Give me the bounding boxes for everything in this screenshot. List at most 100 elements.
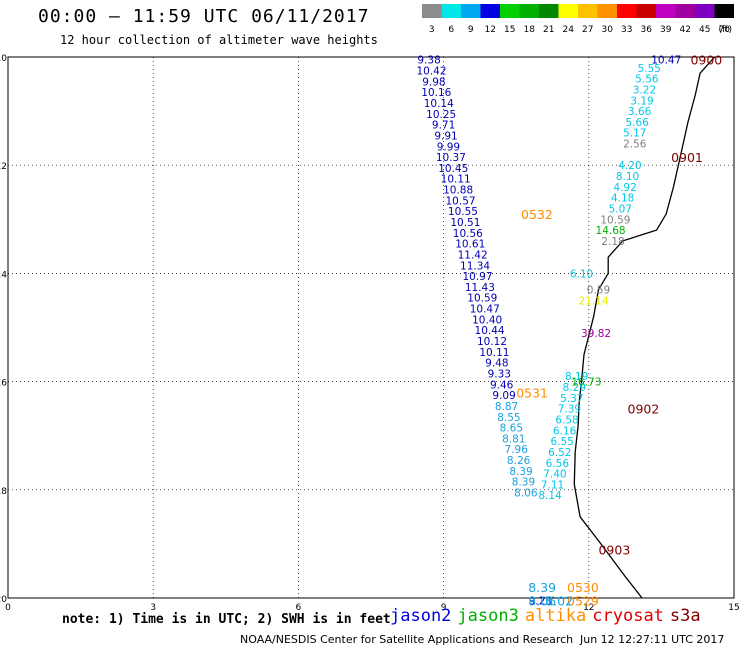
wave-height-label: 8.39 (512, 477, 535, 489)
wave-height-label: 3.19 (630, 95, 653, 107)
color-swatch (480, 4, 500, 18)
wave-height-label: 8.06 (514, 488, 538, 500)
map-frame (7, 56, 735, 599)
wave-height-label: 10.45 (438, 163, 468, 175)
wave-height-label: 10.59 (467, 293, 497, 305)
wave-height-label: 8.65 (500, 423, 523, 435)
color-scale-label: 30 (602, 25, 614, 35)
wave-height-label: 9.91 (434, 130, 457, 142)
wave-height-label: 10.12 (477, 336, 507, 348)
wave-height-label: 9.46 (490, 379, 514, 391)
pass-time-label: 0529 (567, 594, 599, 609)
color-scale-bar: 3 6 9 12 15 18 21 24 27 30 33 36 39 42 45 70(ft) (422, 4, 734, 35)
color-swatch (519, 4, 539, 18)
wave-height-label: 6.55 (550, 436, 573, 448)
color-scale-label: 42 (680, 25, 691, 35)
wave-height-label: 10.56 (453, 228, 483, 240)
wave-height-label: 6.16 (553, 425, 577, 437)
pass-time-label: 8.02 (545, 594, 573, 609)
wave-height-label: 10.16 (421, 87, 451, 99)
lat-tick-label: -14 (0, 270, 7, 280)
wave-height-label: 16.73 (571, 377, 601, 389)
pass-time-label: 0530 (567, 580, 599, 595)
lat-tick-label: -18 (0, 487, 7, 497)
wave-height-label: 9.71 (432, 120, 455, 132)
wave-height-label: 10.47 (470, 304, 500, 316)
wave-height-label: 3.22 (633, 84, 656, 96)
legend-item-cryosat: cryosat (592, 606, 664, 626)
color-swatch (578, 4, 598, 18)
wave-height-label: 9.09 (492, 390, 515, 402)
color-scale-label: 36 (641, 25, 653, 35)
wave-height-label: 6.58 (555, 414, 578, 426)
legend-item-altika: altika (524, 606, 587, 626)
footer-note: note: 1) Time is in UTC; 2) SWH is in fe… (62, 612, 391, 627)
color-swatch (675, 4, 695, 18)
wave-height-label: 8.39 (509, 466, 532, 478)
wave-height-label: 10.55 (448, 206, 478, 218)
color-swatch (422, 4, 442, 18)
pass-time-label: 0900 (690, 53, 722, 68)
color-swatch (441, 4, 461, 18)
color-scale-label: 12 (485, 25, 496, 35)
lat-tick-label: -10 (0, 54, 7, 64)
color-scale-label: 18 (524, 25, 536, 35)
lon-tick-label: 3 (150, 603, 156, 613)
wave-height-label: 11.42 (458, 249, 488, 261)
wave-height-label: 10.37 (436, 152, 466, 164)
legend-item-s3a: s3a (669, 606, 701, 626)
wave-height-label: 3.66 (628, 106, 652, 118)
wave-height-label: 10.11 (479, 347, 509, 359)
wave-height-label: 39.82 (581, 328, 611, 340)
page-title: 00:00 – 11:59 UTC 06/11/2017 (38, 6, 370, 27)
wave-height-label: 6.56 (546, 458, 570, 470)
wave-height-label: 8.19 (565, 371, 588, 383)
lat-tick-label: -12 (0, 162, 7, 172)
color-swatch (597, 4, 617, 18)
wave-height-label: 14.68 (596, 225, 626, 237)
color-scale-label: 39 (660, 25, 672, 35)
coastline (573, 56, 716, 599)
wave-height-label: 10.88 (443, 185, 473, 197)
wave-height-label: 8.14 (538, 490, 562, 502)
wave-height-label: 4.18 (611, 193, 634, 205)
wave-height-label: 5.56 (635, 74, 659, 86)
wave-height-label: 5.17 (623, 128, 646, 140)
color-scale-label: 21 (543, 25, 554, 35)
color-scale-label: 70 (719, 25, 731, 35)
pass-time-label: 0901 (671, 150, 703, 165)
wave-height-label: 21.14 (579, 295, 609, 307)
wave-height-label: 5.07 (609, 203, 632, 215)
satellite-legend: jason2 jason3 altika cryosat s3a (390, 606, 707, 626)
wave-height-label: 8.26 (507, 455, 531, 467)
lon-tick-label: 0 (5, 603, 11, 613)
color-swatch (695, 4, 715, 18)
wave-height-label: 8.10 (616, 171, 639, 183)
wave-height-label: 10.25 (426, 109, 456, 121)
wave-height-label: 0.59 (587, 285, 610, 297)
wave-height-label: 8.87 (495, 401, 518, 413)
lat-tick-label: -16 (0, 379, 7, 389)
wave-height-label: 6.52 (548, 447, 571, 459)
lon-tick-label: 15 (728, 603, 739, 613)
color-swatch (656, 4, 676, 18)
wave-height-label: 8.29 (563, 382, 586, 394)
wave-height-label: 9.48 (485, 358, 508, 370)
color-scale-label: 6 (448, 25, 454, 35)
color-swatch (500, 4, 520, 18)
lon-tick-label: 12 (583, 603, 594, 613)
wave-height-label: 10.14 (424, 98, 454, 110)
color-swatch (461, 4, 481, 18)
credit-text: NOAA/NESDIS Center for Satellite Applica… (240, 633, 574, 646)
lon-tick-label: 9 (441, 603, 447, 613)
generated-timestamp: Jun 12 12:27:11 UTC 2017 (580, 633, 725, 646)
pass-time-label: 0903 (598, 542, 630, 557)
wave-height-label: 5.37 (560, 393, 583, 405)
color-scale-label: 3 (429, 25, 435, 35)
wave-height-label: 9.38 (417, 55, 440, 67)
pass-time-label: 8.39 (528, 580, 556, 595)
wave-height-label: 5.55 (638, 63, 661, 75)
color-scale-unit: (ft) (718, 25, 732, 35)
wave-height-label: 10.59 (600, 214, 630, 226)
